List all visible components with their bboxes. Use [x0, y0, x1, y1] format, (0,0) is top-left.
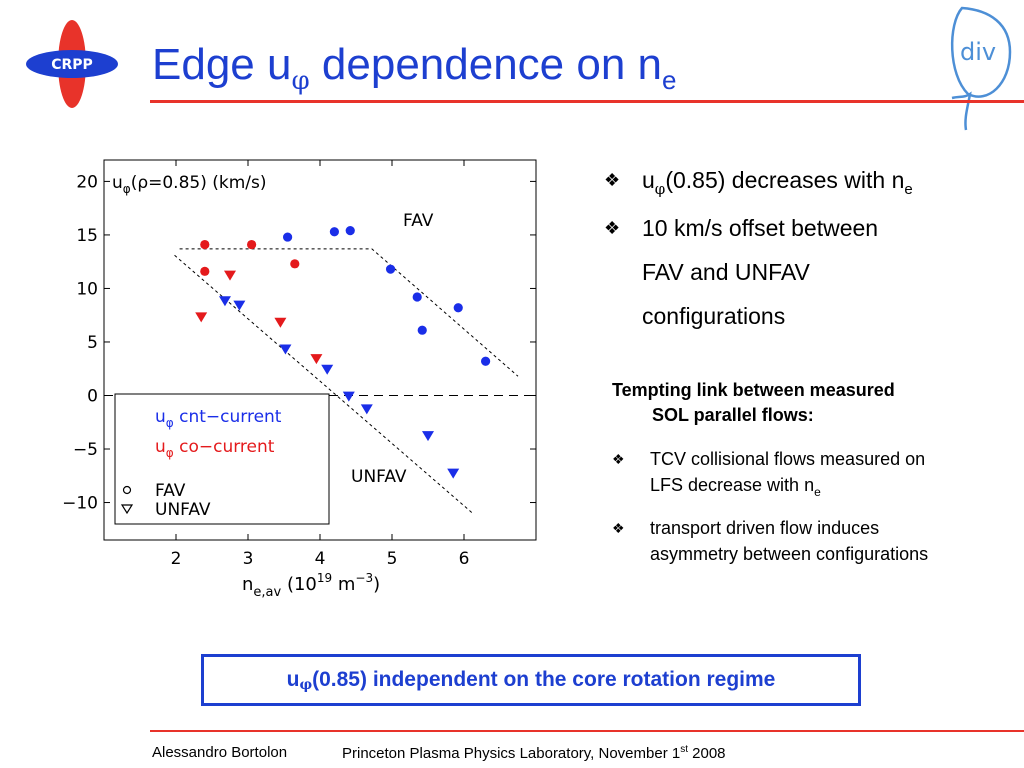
data-point: [481, 356, 491, 366]
diamond-bullet-icon: ❖: [604, 170, 621, 190]
div-logo-loop: [951, 6, 1012, 98]
legend-circle-marker: [122, 485, 132, 495]
data-point: [218, 296, 231, 307]
conclusion-box: u φ (0.85) independent on the core rotatio…: [201, 654, 861, 706]
fit-line: [179, 248, 519, 377]
page-title: Edge uφ dependence on ne: [152, 40, 677, 96]
legend-fav: FAV: [155, 481, 186, 501]
diamond-bullet-icon: ❖: [612, 520, 625, 536]
data-point: [274, 317, 287, 328]
annotation-fav: FAV: [403, 211, 434, 231]
data-point: [385, 264, 396, 274]
footer-divider: [150, 730, 1024, 732]
logo-text: CRPP: [51, 57, 93, 73]
crpp-logo: CRPP: [26, 20, 118, 108]
data-point: [422, 431, 434, 442]
data-point: [224, 270, 236, 281]
data-point: [233, 300, 246, 311]
data-point: [447, 468, 460, 479]
x-tick-label: 6: [459, 549, 470, 569]
x-tick-label: 5: [387, 549, 398, 569]
data-point: [200, 266, 210, 276]
data-point: [283, 232, 293, 242]
data-point: [279, 344, 292, 355]
data-point: [200, 239, 210, 250]
data-point: [412, 292, 422, 302]
data-point: [360, 404, 373, 415]
x-tick-label: 4: [315, 549, 326, 569]
legend-co-current: uφ co−current: [155, 437, 275, 460]
y-axis-label: uφ(ρ=0.85) (km/s): [112, 173, 267, 196]
title-divider: [150, 100, 1024, 103]
tempting-heading: Tempting link between measured SOL paral…: [612, 380, 895, 425]
data-point: [329, 227, 339, 237]
legend-unfav: UNFAV: [155, 500, 211, 520]
div-logo-text: div: [960, 38, 996, 66]
div-logo: div: [951, 6, 1012, 131]
data-point: [310, 354, 323, 365]
footer-lab: Princeton Plasma Physics Laboratory, Nov…: [342, 744, 726, 762]
annotation-unfav: UNFAV: [351, 467, 407, 487]
diamond-bullet-icon: ❖: [604, 218, 621, 238]
data-point: [345, 226, 355, 236]
logo-blue-ellipse: [26, 50, 118, 78]
y-tick-label: 20: [76, 172, 98, 192]
data-point: [453, 303, 463, 313]
data-point: [195, 312, 208, 323]
y-tick-label: 10: [76, 279, 98, 299]
x-tick-label: 3: [243, 549, 254, 569]
data-point: [342, 391, 355, 402]
legend-cnt-current: uφ cnt−current: [155, 407, 282, 430]
div-logo-tail: [951, 91, 972, 131]
data-point: [417, 325, 427, 335]
y-tick-label: 5: [87, 333, 98, 353]
legend-box: [114, 393, 330, 525]
y-tick-label: −10: [62, 494, 98, 514]
data-point: [247, 239, 257, 250]
footer-author: Alessandro Bortolon: [152, 744, 288, 761]
diamond-bullet-icon: ❖: [612, 451, 625, 467]
x-tick-label: 2: [171, 549, 182, 569]
y-tick-label: 15: [76, 226, 98, 246]
y-tick-label: −5: [73, 440, 98, 460]
y-tick-label: 0: [87, 386, 98, 406]
data-point: [321, 364, 334, 375]
legend-triangle-marker: [120, 504, 134, 515]
data-point: [290, 259, 300, 269]
x-axis-label: ne,av (1019 m−3): [242, 571, 380, 600]
